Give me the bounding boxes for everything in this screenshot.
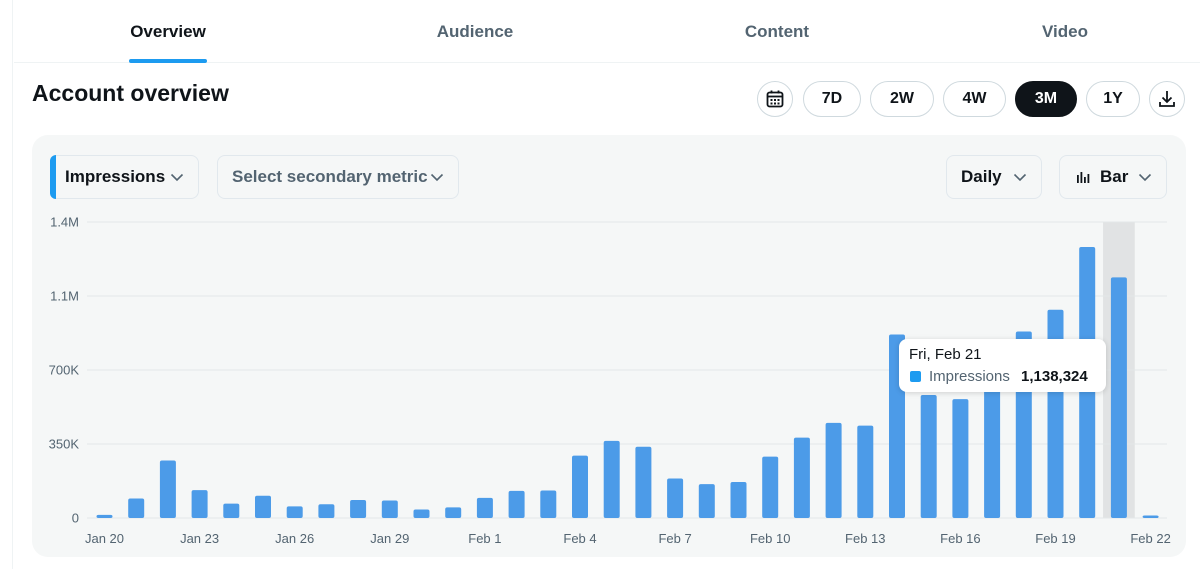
- impressions-bar: [698, 484, 715, 518]
- impressions-bar: [1142, 515, 1159, 518]
- frame-divider: [12, 0, 13, 569]
- tab-overview-label: Overview: [130, 21, 206, 41]
- x-tick-label: Jan 29: [370, 531, 409, 546]
- impressions-bar: [96, 514, 113, 518]
- tab-video-label: Video: [1042, 21, 1088, 41]
- x-tick-label: Jan 23: [180, 531, 219, 546]
- impressions-bar: [350, 500, 367, 518]
- impressions-bar: [540, 490, 557, 518]
- tab-overview[interactable]: Overview: [98, 0, 238, 63]
- y-tick-label: 0: [72, 511, 79, 526]
- x-tick-label: Feb 10: [750, 531, 790, 546]
- tooltip-date: Fri, Feb 21: [909, 346, 982, 363]
- impressions-bar: [762, 456, 779, 518]
- impressions-bar: [1110, 277, 1127, 518]
- tab-content[interactable]: Content: [707, 0, 847, 63]
- tab-audience[interactable]: Audience: [405, 0, 545, 63]
- impressions-bar: [413, 509, 430, 518]
- download-icon: [1159, 91, 1175, 107]
- chevron-down-icon: [430, 173, 444, 182]
- interval-label: Daily: [961, 167, 1002, 186]
- chart-type-label: Bar: [1100, 167, 1129, 186]
- calendar-icon: [766, 90, 784, 108]
- impressions-bar: [159, 460, 176, 518]
- x-tick-label: Feb 1: [468, 531, 501, 546]
- impressions-bar: [255, 495, 271, 518]
- impressions-bar: [825, 422, 842, 518]
- y-tick-label: 350K: [49, 437, 80, 452]
- x-tick-label: Jan 20: [85, 531, 124, 546]
- x-tick-label: Feb 16: [940, 531, 980, 546]
- y-tick-label: 1.4M: [50, 215, 79, 230]
- range-1y-button[interactable]: 1Y: [1086, 81, 1140, 117]
- interval-dropdown[interactable]: Daily: [946, 155, 1042, 199]
- chevron-down-icon: [170, 173, 184, 182]
- x-tick-label: Feb 4: [563, 531, 596, 546]
- tooltip-value: 1,138,324: [1021, 368, 1088, 385]
- impressions-bar: [318, 504, 335, 518]
- impressions-bar: [223, 503, 240, 518]
- range-3m-button[interactable]: 3M: [1015, 81, 1077, 117]
- impressions-bar: [667, 478, 684, 518]
- tab-bar: Overview Audience Content Video: [14, 0, 1200, 63]
- x-tick-label: Feb 7: [658, 531, 691, 546]
- tooltip-series-swatch: [910, 371, 921, 382]
- x-tick-label: Feb 22: [1130, 531, 1170, 546]
- impressions-bar: [857, 425, 874, 518]
- impressions-bar: [381, 500, 398, 518]
- impressions-bar: [476, 497, 493, 518]
- impressions-bar: [286, 506, 303, 518]
- impressions-bar: [984, 374, 1001, 518]
- secondary-metric-dropdown[interactable]: Select secondary metric: [217, 155, 459, 199]
- tab-audience-label: Audience: [436, 21, 514, 41]
- y-tick-label: 1.1M: [50, 289, 79, 304]
- impressions-bar: [952, 399, 969, 518]
- tab-video[interactable]: Video: [995, 0, 1135, 63]
- primary-metric-label: Impressions: [65, 167, 166, 186]
- impressions-bar: [920, 394, 937, 518]
- chart-type-dropdown[interactable]: Bar: [1059, 155, 1167, 199]
- impressions-bar: [635, 446, 652, 518]
- impressions-bar: [445, 507, 462, 518]
- range-7d-button[interactable]: 7D: [803, 81, 861, 117]
- secondary-metric-placeholder: Select secondary metric: [232, 167, 428, 186]
- chevron-down-icon: [1138, 173, 1152, 182]
- tab-content-label: Content: [744, 21, 810, 41]
- impressions-bar: [572, 455, 588, 518]
- impressions-bar: [128, 498, 145, 518]
- chart-tooltip: Fri, Feb 21 Impressions 1,138,324: [899, 339, 1106, 392]
- tab-active-indicator: [129, 59, 207, 63]
- impressions-bar: [508, 490, 525, 518]
- download-button[interactable]: [1149, 81, 1185, 117]
- range-2w-button[interactable]: 2W: [870, 81, 934, 117]
- primary-metric-accent: [50, 155, 56, 199]
- bar-chart-icon: [1077, 172, 1090, 183]
- x-tick-label: Feb 13: [845, 531, 885, 546]
- impressions-bar: [793, 437, 810, 518]
- impressions-bar: [191, 490, 208, 518]
- y-tick-label: 700K: [49, 363, 80, 378]
- x-tick-label: Jan 26: [275, 531, 314, 546]
- primary-metric-dropdown[interactable]: Impressions: [50, 155, 199, 199]
- x-tick-label: Feb 19: [1035, 531, 1075, 546]
- tooltip-series-label: Impressions: [929, 368, 1010, 385]
- range-4w-button[interactable]: 4W: [943, 81, 1006, 117]
- impressions-bar: [730, 482, 747, 518]
- chevron-down-icon: [1013, 173, 1027, 182]
- page-title: Account overview: [32, 80, 229, 106]
- date-picker-button[interactable]: [757, 81, 793, 117]
- impressions-bar: [603, 440, 620, 518]
